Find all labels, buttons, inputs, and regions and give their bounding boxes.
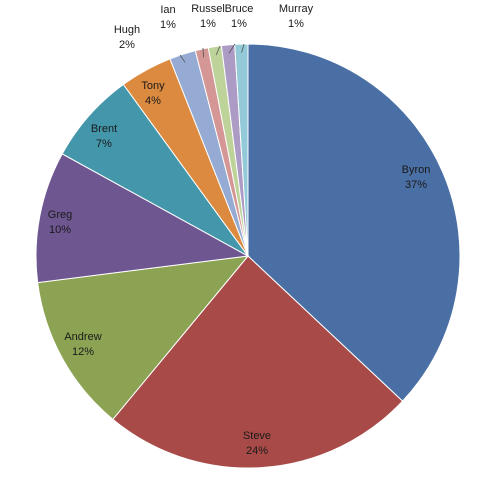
data-label-name: Murray (279, 3, 314, 15)
data-label-tony: Tony 4% (141, 80, 165, 107)
data-label-andrew: Andrew 12% (64, 331, 101, 358)
data-label-name: Ian (160, 4, 175, 16)
data-label-percent: 7% (96, 138, 112, 150)
data-label-percent: 12% (72, 346, 94, 358)
slices-layer (35, 43, 461, 469)
data-label-name: Greg (48, 209, 72, 221)
leader-lines-layer (179, 43, 245, 63)
data-label-name: Russel (191, 3, 225, 15)
pie-slice-andrew (37, 255, 250, 421)
data-label-name: Tony (141, 80, 165, 92)
data-label-percent: 1% (200, 18, 216, 30)
data-label-bruce: Bruce 1% (225, 3, 254, 30)
data-label-byron: Byron 37% (402, 164, 431, 191)
data-label-name: Byron (402, 164, 431, 176)
data-label-percent: 4% (145, 95, 161, 107)
data-label-name: Bruce (225, 3, 254, 15)
data-label-percent: 1% (231, 18, 247, 30)
data-label-greg: Greg 10% (48, 209, 72, 236)
data-label-ian: Ian 1% (160, 4, 176, 31)
pie-slice-greg (35, 153, 250, 284)
leader-line-russel (215, 45, 221, 56)
data-label-percent: 1% (160, 19, 176, 31)
data-label-name: Steve (243, 430, 271, 442)
data-label-steve: Steve 24% (243, 430, 271, 457)
pie-slice-byron (247, 43, 461, 402)
data-label-name: Hugh (114, 24, 140, 36)
data-label-percent: 2% (119, 39, 135, 51)
leader-line-murray (241, 43, 245, 53)
pie-slice-steve (112, 255, 404, 469)
data-label-name: Andrew (64, 331, 101, 343)
data-label-name: Brent (91, 123, 117, 135)
data-label-russel: Russel 1% (191, 3, 225, 30)
leader-line-bruce (228, 43, 236, 54)
data-label-percent: 10% (49, 224, 71, 236)
data-label-percent: 1% (288, 18, 304, 30)
data-label-hugh: Hugh 2% (114, 24, 140, 51)
data-label-percent: 37% (405, 179, 427, 191)
data-label-murray: Murray 1% (279, 3, 314, 30)
data-label-percent: 24% (246, 445, 268, 457)
leader-line-hugh (179, 54, 186, 63)
data-labels-layer: Byron 37% Steve 24% Andrew 12% Greg 10% Brent 7% T… (48, 3, 431, 457)
leader-line-ian (202, 47, 204, 58)
data-label-brent: Brent 7% (91, 123, 117, 150)
